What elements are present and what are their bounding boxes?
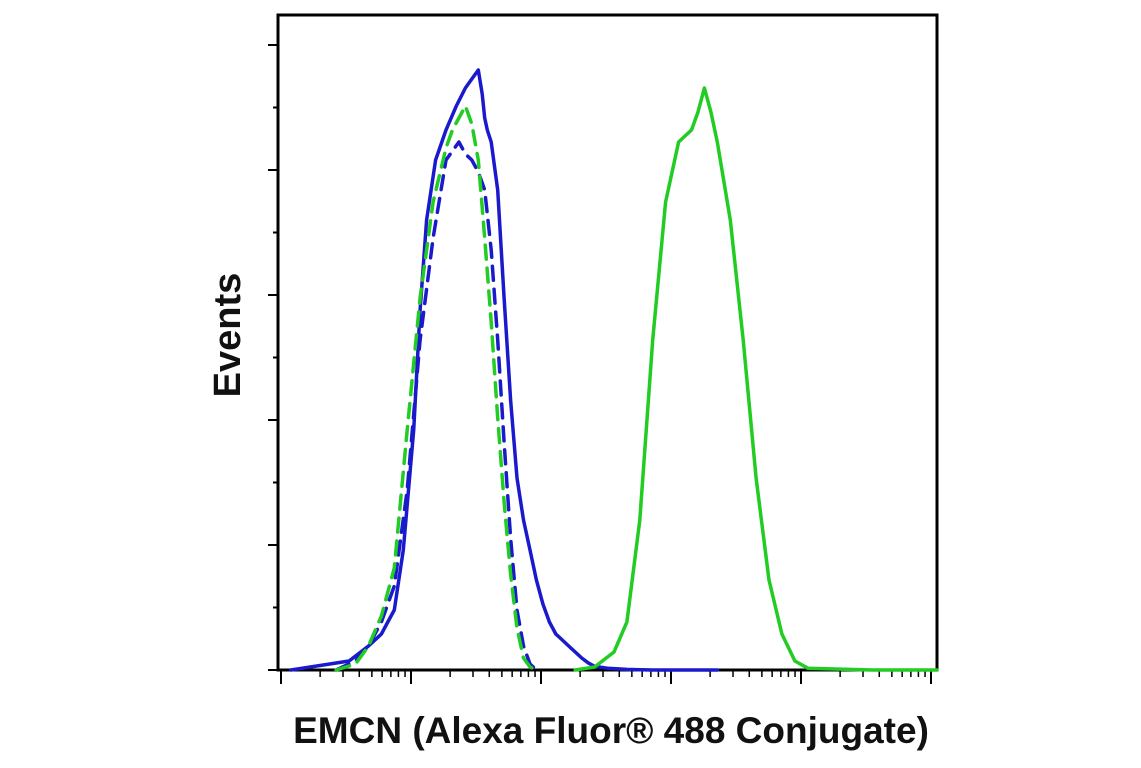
series-line-2 [334,140,539,672]
plot-border [276,13,939,672]
plot-frame [268,13,939,684]
series-line-1 [289,68,720,672]
series-line-3 [334,104,539,672]
series-line-4 [573,86,939,672]
series-layer [289,68,939,672]
y-axis-label: Events [207,273,249,398]
x-axis-label: EMCN (Alexa Fluor® 488 Conjugate) [293,710,929,751]
